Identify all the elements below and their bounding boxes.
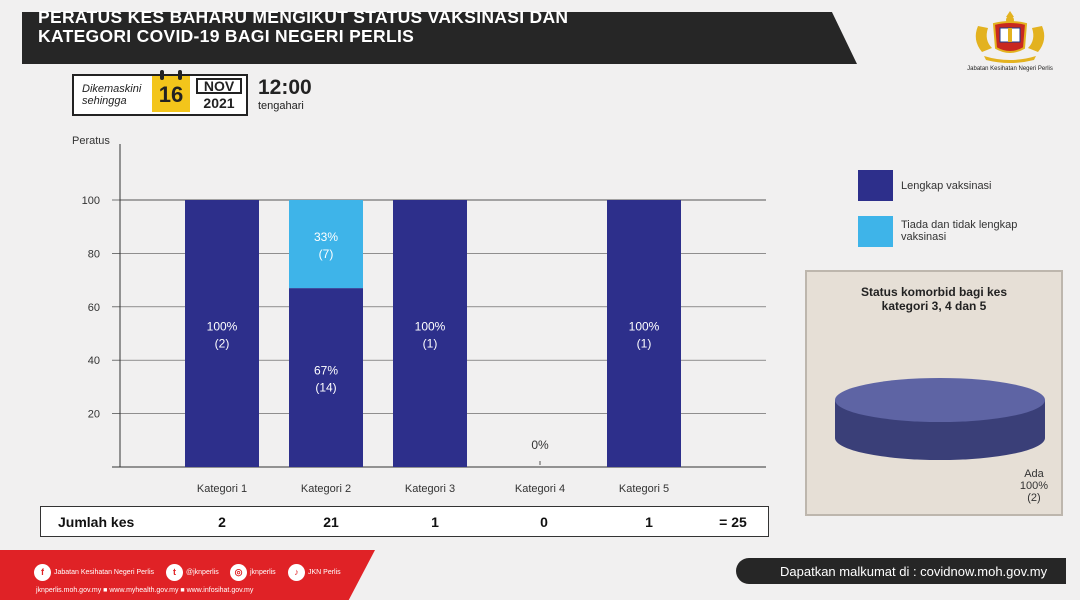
x-tick-label: Kategori 1 — [197, 483, 247, 495]
legend-item-lengkap: Lengkap vaksinasi — [858, 170, 1058, 216]
social-tiktok[interactable]: ♪ JKN Perlis — [288, 564, 341, 581]
update-time: 12:00 — [258, 76, 312, 99]
update-label-line-2: sehingga — [82, 95, 127, 107]
social-label: jknperlis — [250, 569, 276, 576]
title-line-2: KATEGORI COVID-19 BAGI NEGERI PERLIS — [38, 26, 415, 46]
totals-row: Jumlah kes 2 21 1 0 1 = 25 — [40, 506, 769, 537]
data-label-count: (2) — [215, 337, 230, 351]
calendar-ring — [160, 70, 164, 80]
y-axis-label: Peratus — [72, 135, 110, 147]
data-label-count: (14) — [315, 381, 336, 395]
comorbid-title: Status komorbid bagi kes kategori 3, 4 d… — [807, 285, 1061, 313]
page-title: PERATUS KES BAHARU MENGIKUT STATUS VAKSI… — [38, 8, 568, 46]
footer-info-text[interactable]: Dapatkan malkumat di : covidnow.moh.gov.… — [780, 564, 1048, 579]
social-facebook[interactable]: f Jabatan Kesihatan Negeri Perlis — [34, 564, 154, 581]
legend-label: Lengkap vaksinasi — [901, 180, 992, 192]
data-label-pct: 33% — [314, 230, 338, 244]
update-label-line-1: Dikemaskini — [82, 83, 142, 95]
data-label-count: (1) — [637, 337, 652, 351]
data-label-pct: 0% — [531, 438, 549, 452]
social-label: JKN Perlis — [308, 569, 341, 576]
calendar-year: 2021 — [203, 95, 235, 111]
data-label-count: (7) — [319, 247, 334, 261]
update-date-box: Dikemaskini sehingga 16 NOV 2021 12:00 t… — [72, 70, 312, 116]
social-twitter[interactable]: t @jknperlis — [166, 564, 219, 581]
comorbid-pct: 100% — [1019, 480, 1049, 492]
social-label: @jknperlis — [186, 569, 219, 576]
data-label-count: (1) — [423, 337, 438, 351]
bar-chart: 20 40 60 80 100 Peratus Kategori 1 Kategori 2 Ka… — [72, 135, 766, 495]
chart-legend: Lengkap vaksinasi Tiada dan tidak lengka… — [858, 170, 1058, 262]
bar — [393, 200, 467, 467]
data-label-pct: 100% — [207, 320, 238, 334]
data-label-pct: 67% — [314, 364, 338, 378]
grand-total: = 25 — [719, 514, 747, 530]
comorbid-count: (2) — [1027, 492, 1041, 504]
comorbid-pie-chart — [835, 378, 1045, 460]
y-tick-label: 20 — [88, 409, 100, 421]
calendar-day: 16 — [152, 70, 190, 112]
comorbid-slice-label: Ada 100% (2) — [1004, 468, 1064, 504]
comorbid-label: Ada — [1024, 468, 1044, 480]
pie-slice-top — [835, 378, 1045, 422]
social-label: Jabatan Kesihatan Negeri Perlis — [54, 569, 155, 576]
x-tick-label: Kategori 3 — [405, 483, 455, 495]
day-value: 16 — [158, 82, 184, 107]
x-tick-label: Kategori 5 — [619, 483, 669, 495]
legend-item-tidak-lengkap: Tiada dan tidak lengkap vaksinasi — [858, 216, 1058, 262]
facebook-icon: f — [34, 564, 51, 581]
total-kategori-2: 21 — [323, 514, 339, 530]
bar — [185, 200, 259, 467]
comorbid-panel: Status komorbid bagi kes kategori 3, 4 d… — [805, 270, 1063, 516]
comorbid-title-line-2: kategori 3, 4 dan 5 — [881, 299, 987, 313]
bar — [607, 200, 681, 467]
y-tick-label: 60 — [88, 302, 100, 314]
social-instagram[interactable]: ◎ jknperlis — [230, 564, 276, 581]
bar — [289, 288, 363, 467]
legend-swatch — [858, 170, 893, 201]
title-line-1: PERATUS KES BAHARU MENGIKUT STATUS VAKSI… — [38, 7, 569, 27]
x-tick-label: Kategori 4 — [515, 483, 565, 495]
legend-label: Tiada dan tidak lengkap vaksinasi — [901, 219, 1018, 243]
twitter-icon: t — [166, 564, 183, 581]
total-kategori-1: 2 — [218, 514, 226, 530]
data-label-pct: 100% — [629, 320, 660, 334]
y-tick-label: 100 — [82, 195, 100, 207]
total-kategori-4: 0 — [540, 514, 548, 530]
calendar-month: NOV — [196, 78, 242, 94]
total-kategori-5: 1 — [645, 514, 653, 530]
bar — [289, 200, 363, 289]
update-time-note: tengahari — [258, 100, 304, 112]
title-banner — [22, 12, 857, 64]
total-kategori-3: 1 — [431, 514, 439, 530]
x-tick-label: Kategori 2 — [301, 483, 351, 495]
data-label-pct: 100% — [415, 320, 446, 334]
footer-urls[interactable]: jknperlis.moh.gov.my ■ www.myhealth.gov.… — [36, 587, 254, 594]
footer-social-bar: f Jabatan Kesihatan Negeri Perlis t @jkn… — [0, 550, 375, 600]
agency-name: Jabatan Kesihatan Negeri Perlis — [967, 66, 1053, 72]
tiktok-icon: ♪ — [288, 564, 305, 581]
comorbid-title-line-1: Status komorbid bagi kes — [860, 285, 1008, 299]
calendar-ring — [178, 70, 182, 80]
y-tick-label: 80 — [88, 248, 100, 260]
totals-label: Jumlah kes — [58, 514, 135, 530]
footer-info-bar: Dapatkan malkumat di : covidnow.moh.gov.… — [736, 558, 1066, 584]
update-label: Dikemaskini sehingga — [82, 83, 141, 107]
y-tick-label: 40 — [88, 355, 100, 367]
legend-swatch — [858, 216, 893, 247]
instagram-icon: ◎ — [230, 564, 247, 581]
coat-of-arms-logo — [975, 11, 1045, 63]
